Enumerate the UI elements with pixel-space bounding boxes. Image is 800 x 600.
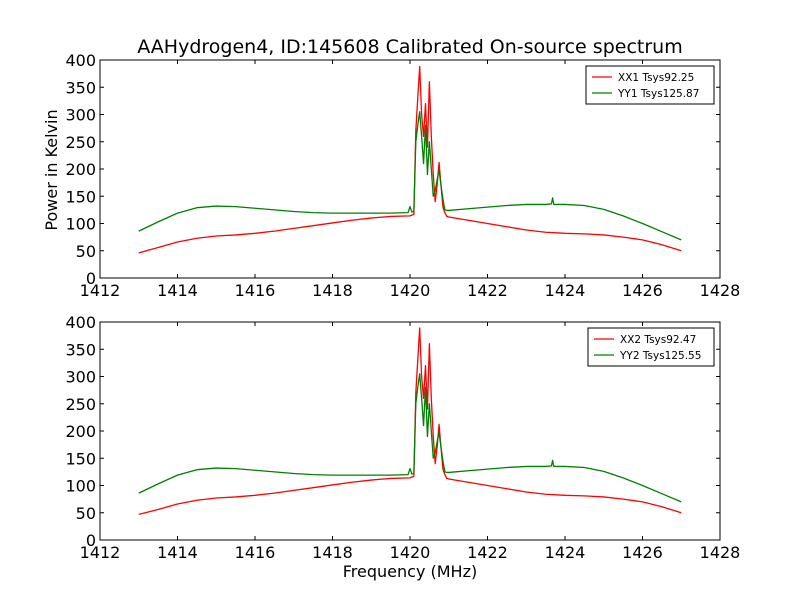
legend: XX2 Tsys92.47 YY2 Tsys125.55	[587, 327, 715, 367]
legend-box	[585, 65, 715, 105]
x-axis-label: Frequency (MHz)	[343, 562, 477, 581]
x-tick-label: 1422	[467, 543, 508, 562]
y-tick-label: 100	[65, 215, 96, 234]
legend-label: XX1 Tsys92.25	[618, 72, 694, 84]
x-tick-label: 1426	[622, 543, 663, 562]
y-tick-label: 250	[65, 133, 96, 152]
x-tick-label: 1416	[235, 543, 276, 562]
y-tick-label: 350	[65, 78, 96, 97]
y-tick-label: 350	[65, 340, 96, 359]
series-line-yy1	[138, 111, 682, 241]
x-tick-label: 1428	[700, 543, 741, 562]
figure-title: AAHydrogen4, ID:145608 Calibrated On-sou…	[137, 36, 682, 58]
legend-label: YY1 Tsys125.87	[617, 88, 699, 100]
x-tick-label: 1424	[545, 281, 586, 300]
y-tick-label: 250	[65, 395, 96, 414]
y-tick-label: 100	[65, 477, 96, 496]
x-tick-label: 1418	[312, 281, 353, 300]
y-tick-label: 0	[86, 531, 96, 550]
legend-label: YY2 Tsys125.55	[619, 350, 701, 362]
y-tick-label: 0	[86, 269, 96, 288]
series-line-yy2	[138, 373, 682, 503]
y-tick-label: 400	[65, 313, 96, 332]
top-spectrum-panel: 1412 1414 1416 1418 1420 1422 1424 1426 1428 0 50 1…	[65, 51, 740, 300]
y-tick-label: 150	[65, 187, 96, 206]
x-tick-label: 1420	[390, 281, 431, 300]
x-tick-label: 1412	[80, 543, 121, 562]
series-line-xx1	[138, 65, 682, 254]
legend: XX1 Tsys92.25 YY1 Tsys125.87	[585, 65, 715, 105]
x-tick-label: 1426	[622, 281, 663, 300]
y-tick-label: 200	[65, 422, 96, 441]
x-tick-label: 1414	[157, 281, 198, 300]
x-tick-label: 1422	[467, 281, 508, 300]
y-tick-label: 50	[76, 242, 96, 261]
x-tick-label: 1416	[235, 281, 276, 300]
y-tick-label: 300	[65, 106, 96, 125]
legend-label: XX2 Tsys92.47	[620, 334, 696, 346]
y-tick-label: 200	[65, 160, 96, 179]
legend-box	[587, 327, 715, 367]
x-tick-label: 1420	[390, 543, 431, 562]
y-tick-label: 50	[76, 504, 96, 523]
y-tick-label: 150	[65, 449, 96, 468]
x-tick-label: 1414	[157, 543, 198, 562]
bottom-spectrum-panel: 1412 1414 1416 1418 1420 1422 1424 1426 1428 0 50 1…	[65, 313, 740, 562]
x-tick-label: 1412	[80, 281, 121, 300]
y-tick-label: 400	[65, 51, 96, 70]
x-tick-label: 1424	[545, 543, 586, 562]
x-tick-label: 1428	[700, 281, 741, 300]
y-axis-label: Power in Kelvin	[42, 109, 61, 230]
x-tick-label: 1418	[312, 543, 353, 562]
series-line-xx2	[138, 327, 682, 516]
y-tick-label: 300	[65, 368, 96, 387]
